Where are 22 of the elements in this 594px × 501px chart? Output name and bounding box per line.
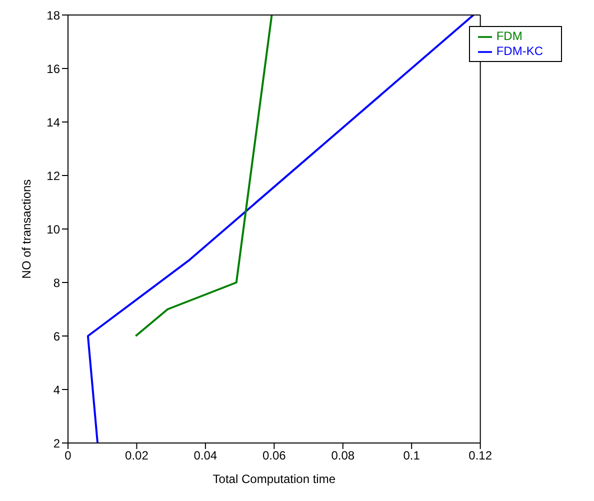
x-axis-title: Total Computation time [212, 472, 336, 486]
y-tick-label: 2 [53, 436, 60, 450]
y-tick-label: 16 [46, 62, 60, 76]
line-series [134, 15, 273, 337]
y-tick-label: 12 [46, 168, 60, 183]
legend-label: FDM-KC [496, 44, 543, 58]
y-tick-label: 18 [46, 8, 60, 22]
x-tick-label: 0.08 [331, 448, 355, 463]
x-tick-label: 0.02 [125, 448, 149, 463]
y-axis-title: NO of transactions [19, 179, 34, 279]
x-tick-label: 0.06 [262, 448, 286, 463]
x-tick-label: 0.12 [468, 448, 492, 463]
x-tick-label: 0.1 [403, 448, 420, 463]
line-series [86, 15, 474, 443]
x-tick-label: 0 [64, 448, 72, 463]
y-tick-label: 4 [53, 382, 60, 397]
y-tick-label: 14 [46, 115, 60, 130]
x-tick-label: 0.04 [194, 448, 218, 463]
y-tick-label: 10 [46, 222, 60, 236]
legend-label: FDM [496, 29, 522, 43]
y-tick-label: 8 [53, 276, 60, 290]
y-tick-label: 6 [53, 329, 60, 344]
